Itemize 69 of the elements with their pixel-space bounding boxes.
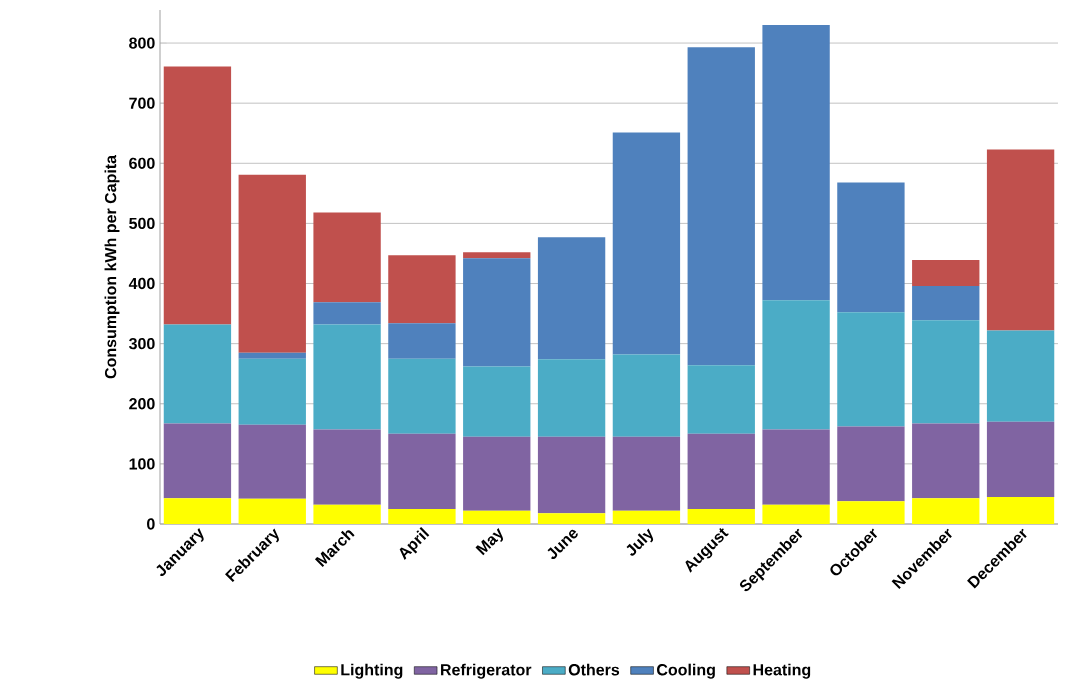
y-tick-label: 0: [147, 518, 155, 530]
bar: [163, 423, 232, 499]
bar: [463, 366, 531, 437]
bar: [837, 426, 905, 502]
bar: [388, 358, 456, 434]
bar: [163, 498, 232, 524]
bar: [837, 182, 905, 313]
bar: [762, 25, 830, 301]
bar: [912, 320, 980, 424]
bar: [537, 436, 606, 514]
y-tick-label: 500: [129, 217, 155, 230]
bar: [912, 285, 980, 321]
bar: [986, 496, 1055, 524]
bar: [463, 258, 531, 367]
legend-label: Heating: [753, 663, 811, 679]
y-tick-label: 400: [128, 277, 155, 290]
bar: [612, 510, 681, 524]
bar: [388, 323, 456, 359]
y-axis-title: Consumption kWh per Capita: [104, 154, 120, 379]
y-tick-label: 100: [129, 458, 155, 470]
legend-label: Others: [568, 663, 620, 676]
bar: [986, 149, 1055, 331]
y-tick-label: 800: [129, 37, 155, 49]
y-tick-label: 600: [129, 157, 155, 169]
bar: [238, 174, 306, 353]
y-tick-label: 200: [129, 398, 155, 410]
bar: [313, 302, 381, 325]
bar: [612, 132, 681, 355]
legend-label: Cooling: [657, 663, 715, 679]
y-tick-label: 700: [129, 97, 155, 109]
y-tick-label: 300: [128, 337, 155, 350]
legend-label: Lighting: [341, 663, 403, 679]
bar: [537, 237, 606, 360]
bar: [463, 510, 531, 524]
legend-label: Refrigerator: [441, 663, 532, 679]
bar: [762, 504, 830, 524]
bar: [687, 47, 755, 366]
bar: [986, 330, 1055, 422]
bar: [238, 498, 306, 524]
bar: [313, 504, 381, 524]
bar: [463, 436, 531, 511]
bar: [912, 498, 980, 524]
x-tick-label: May: [475, 528, 504, 556]
bar: [612, 354, 681, 437]
bar: [912, 260, 980, 286]
bar: [163, 324, 232, 424]
bar: [912, 423, 980, 499]
bar: [388, 508, 456, 524]
bar: [388, 255, 456, 324]
bar: [687, 508, 755, 524]
bar: [163, 66, 232, 325]
bar: [687, 433, 755, 509]
bar: [313, 212, 381, 303]
bar: [762, 300, 830, 430]
bar: [837, 312, 905, 427]
bar: [537, 359, 606, 437]
bar: [313, 429, 381, 505]
bar: [238, 352, 306, 359]
bar: [837, 501, 905, 524]
bar: [986, 421, 1055, 497]
bar: [612, 436, 681, 511]
bar: [463, 252, 531, 259]
bar: [238, 424, 306, 499]
bar: [762, 429, 830, 505]
bar: [687, 365, 755, 434]
bar: [388, 433, 456, 509]
bar: [238, 358, 306, 425]
bar: [537, 513, 606, 524]
bar: [313, 324, 381, 430]
